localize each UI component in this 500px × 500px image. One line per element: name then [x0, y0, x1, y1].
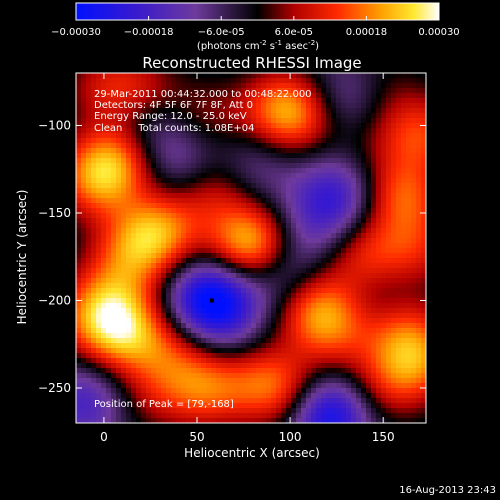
info-line: Energy Range: 12.0 - 25.0 keV: [94, 111, 247, 122]
peak-label: Position of Peak = [79,-168]: [94, 399, 234, 410]
axis-ticks: 0 50 100 150 −100 −150 −200 −250: [38, 73, 426, 444]
info-line: Detectors: 4F 5F 6F 7F 8F, Att 0: [94, 100, 253, 111]
colorbar-tick-label: 0.00030: [418, 27, 459, 38]
colorbar: [75, 2, 440, 21]
peak-marker: [209, 298, 214, 303]
x-axis-label: Heliocentric X (arcsec): [184, 446, 320, 460]
x-tick-label: 50: [189, 430, 204, 444]
x-tick-label: 0: [100, 430, 108, 444]
y-tick-label: −150: [38, 206, 71, 220]
y-tick-label: −250: [38, 381, 71, 395]
y-tick-label: −100: [38, 119, 71, 133]
chart-title: Reconstructed RHESSI Image: [142, 54, 361, 72]
timestamp: 16-Aug-2013 23:43: [399, 485, 496, 496]
colorbar-tick-label: −0.00030: [51, 27, 101, 38]
colorbar-tick-label: −0.00018: [124, 27, 174, 38]
heatmap-image: [76, 73, 426, 423]
y-axis-label: Heliocentric Y (arcsec): [15, 190, 29, 325]
colorbar-tick-label: −6.0e-05: [198, 27, 245, 38]
plot-frame: [75, 72, 427, 424]
colorbar-tick-label: 0.00018: [346, 27, 387, 38]
info-line: Clean Total counts: 1.08E+04: [94, 123, 254, 134]
colorbar-tick-label: 6.0e-05: [275, 27, 313, 38]
info-line: 29-Mar-2011 00:44:32.000 to 00:48:22.000: [94, 89, 312, 100]
colorbar-unit-label: (photons cm-2 s-1 asec-2): [197, 39, 319, 52]
colorbar-ticks: −0.00030 −0.00018 −6.0e-05 6.0e-05 0.00018 0.…: [51, 16, 460, 38]
x-tick-label: 150: [372, 430, 395, 444]
y-tick-label: −200: [38, 294, 71, 308]
x-tick-label: 100: [279, 430, 302, 444]
